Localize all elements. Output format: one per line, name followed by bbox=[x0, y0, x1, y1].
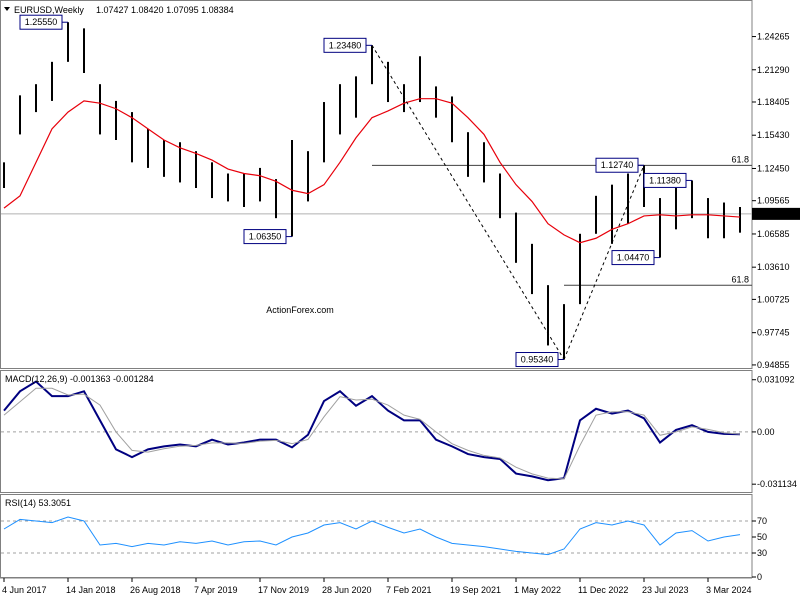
x-tick-label: 26 Aug 2018 bbox=[130, 585, 181, 595]
x-tick-label: 14 Jan 2018 bbox=[66, 585, 116, 595]
y-tick-label: 1.24265 bbox=[757, 32, 790, 42]
annotation-box bbox=[515, 352, 559, 368]
y-tick-label: 1.15430 bbox=[757, 130, 790, 140]
annotation-label: 0.95340 bbox=[521, 355, 554, 365]
annotation-box bbox=[19, 14, 63, 30]
chart-title: EURUSD,Weekly bbox=[14, 5, 84, 15]
annotation-box bbox=[595, 157, 639, 173]
y-tick-label: 1.06585 bbox=[757, 229, 790, 239]
y-tick-label: 1.00725 bbox=[757, 294, 790, 304]
panel-frame bbox=[0, 0, 753, 369]
x-tick-label: 4 Jun 2017 bbox=[2, 585, 47, 595]
annotation-label: 1.11380 bbox=[649, 175, 681, 185]
x-tick-label: 3 Mar 2024 bbox=[706, 585, 752, 595]
indicator-line bbox=[3, 387, 741, 480]
y-tick-label: 0.97745 bbox=[757, 328, 790, 338]
y-tick-label: 30 bbox=[757, 548, 767, 558]
y-tick-label: 1.12450 bbox=[757, 163, 790, 173]
quote: 1.07427 1.08420 1.07095 1.08384 bbox=[96, 5, 234, 15]
last-price-box bbox=[752, 207, 800, 220]
y-tick-label: 0.031092 bbox=[757, 375, 795, 385]
annotation-box bbox=[323, 37, 367, 53]
y-tick-label: 1.03610 bbox=[757, 262, 790, 272]
x-tick-label: 7 Feb 2021 bbox=[386, 585, 432, 595]
y-tick-label: 1.09565 bbox=[757, 196, 790, 206]
annotation-box bbox=[611, 250, 655, 266]
y-tick-label: 70 bbox=[757, 516, 767, 526]
x-tick-label: 28 Jun 2020 bbox=[322, 585, 372, 595]
y-tick-label: 1.21290 bbox=[757, 65, 790, 75]
x-tick-label: 1 May 2022 bbox=[514, 585, 561, 595]
x-tick-label: 11 Dec 2022 bbox=[578, 585, 628, 595]
annotation-label: 1.25550 bbox=[25, 17, 58, 27]
y-tick-label: 0 bbox=[757, 572, 762, 582]
x-tick-label: 7 Apr 2019 bbox=[194, 585, 238, 595]
panel-title: MACD(12,26,9) -0.001363 -0.001284 bbox=[5, 374, 154, 384]
indicator-line bbox=[3, 380, 741, 482]
trend-line bbox=[371, 45, 565, 360]
watermark: ActionForex.com bbox=[266, 305, 334, 315]
x-tick-label: 19 Sep 2021 bbox=[450, 585, 501, 595]
y-tick-label: 0.00 bbox=[757, 427, 775, 437]
indicator-line bbox=[3, 516, 741, 556]
y-tick-label: 1.18405 bbox=[757, 97, 790, 107]
title-icon bbox=[4, 7, 10, 11]
annotation-label: 1.23480 bbox=[329, 40, 362, 50]
annotation-box bbox=[243, 229, 287, 245]
x-tick-label: 23 Jul 2023 bbox=[642, 585, 689, 595]
annotation-label: 1.12740 bbox=[601, 160, 634, 170]
annotation-box bbox=[643, 172, 687, 188]
panel-frame bbox=[0, 494, 753, 578]
trend-line bbox=[563, 165, 645, 360]
y-tick-label: -0.031134 bbox=[757, 479, 797, 489]
moving-average bbox=[3, 98, 741, 244]
annotation-label: 1.04470 bbox=[617, 253, 650, 263]
x-tick-label: 17 Nov 2019 bbox=[258, 585, 309, 595]
fib-label: 61.8 bbox=[731, 274, 749, 284]
fib-label: 61.8 bbox=[731, 154, 749, 164]
last-price-label: 1.08384 bbox=[757, 209, 790, 219]
annotation-label: 1.06350 bbox=[249, 232, 282, 242]
panel-title: RSI(14) 53.3051 bbox=[5, 498, 71, 508]
y-tick-label: 0.94855 bbox=[757, 360, 790, 370]
y-tick-label: 50 bbox=[757, 532, 767, 542]
